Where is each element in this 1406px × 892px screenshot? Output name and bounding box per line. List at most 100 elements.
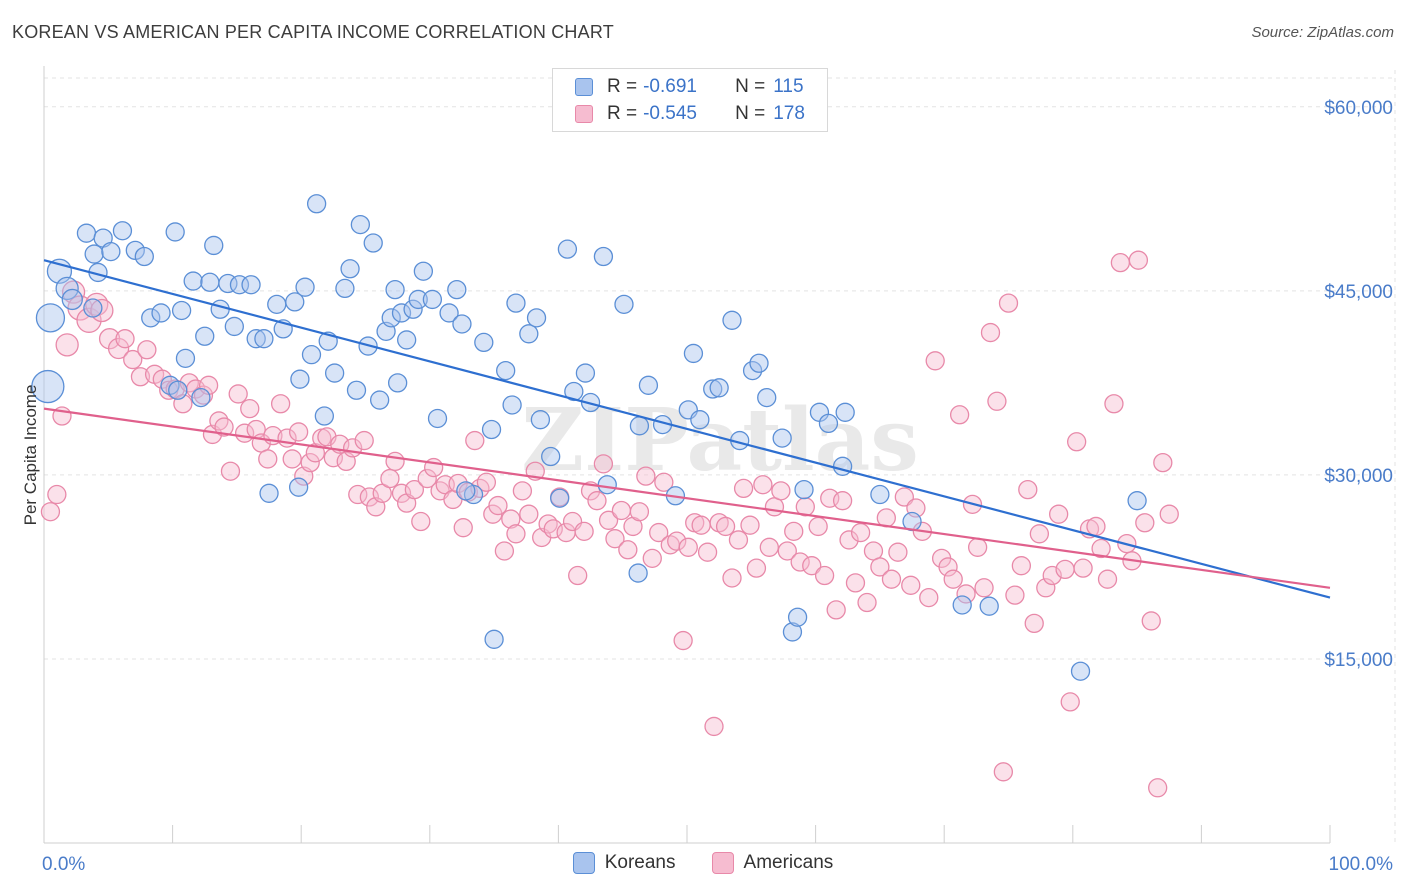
american-point bbox=[494, 541, 515, 561]
korean-point bbox=[835, 402, 855, 422]
korean-point bbox=[794, 479, 814, 500]
american-point bbox=[348, 484, 368, 505]
korean-point bbox=[84, 244, 104, 264]
american-point bbox=[123, 349, 143, 370]
americans-points bbox=[40, 250, 1179, 798]
korean-point bbox=[346, 380, 367, 400]
y-tick-label: $30,000 bbox=[1324, 466, 1393, 487]
korean-point bbox=[285, 292, 305, 312]
american-point bbox=[802, 556, 822, 576]
korean-point bbox=[629, 416, 650, 436]
american-point bbox=[465, 430, 485, 451]
american-point bbox=[193, 385, 214, 405]
legend-row-americans: R = -0.545 N = 178 bbox=[575, 101, 805, 127]
american-point bbox=[453, 518, 473, 538]
korean-point bbox=[709, 378, 729, 398]
american-point bbox=[857, 592, 877, 613]
american-point bbox=[476, 472, 497, 492]
american-point bbox=[881, 569, 902, 589]
korean-point bbox=[742, 360, 763, 381]
legend-r-label: R = bbox=[607, 76, 638, 97]
american-point bbox=[519, 504, 539, 524]
american-point bbox=[417, 468, 437, 489]
korean-point bbox=[350, 214, 371, 235]
korean-point bbox=[204, 235, 224, 256]
american-point bbox=[654, 472, 674, 492]
korean-point bbox=[195, 326, 215, 346]
american-point bbox=[1005, 585, 1025, 605]
korean-point bbox=[832, 456, 853, 476]
american-point bbox=[943, 569, 963, 589]
american-point bbox=[282, 449, 302, 469]
american-point bbox=[740, 515, 760, 535]
american-point bbox=[258, 449, 278, 469]
american-point bbox=[784, 521, 804, 541]
american-point bbox=[1148, 778, 1168, 798]
american-point bbox=[512, 481, 533, 501]
american-point bbox=[1135, 513, 1155, 533]
korean-point bbox=[422, 289, 443, 310]
american-point bbox=[501, 509, 521, 529]
korean-point bbox=[703, 379, 723, 399]
korean-point bbox=[200, 272, 220, 292]
american-point bbox=[888, 542, 908, 562]
americans-legend-label: Americans bbox=[743, 852, 834, 873]
korean-point bbox=[628, 563, 648, 583]
american-point bbox=[1060, 692, 1080, 712]
american-point bbox=[1029, 524, 1050, 544]
korean-point bbox=[141, 308, 161, 328]
american-point bbox=[949, 405, 970, 425]
korean-point bbox=[456, 481, 476, 501]
american-point bbox=[1141, 611, 1161, 631]
korean-point bbox=[55, 276, 79, 301]
american-point bbox=[568, 565, 588, 586]
american-point bbox=[733, 478, 754, 499]
legend-item-koreans[interactable]: Koreans bbox=[572, 852, 676, 874]
american-point bbox=[587, 491, 607, 511]
american-point bbox=[974, 578, 994, 598]
korean-point bbox=[210, 299, 230, 319]
american-point bbox=[115, 329, 135, 349]
korean-point bbox=[526, 308, 547, 328]
korean-point bbox=[496, 360, 516, 381]
american-point bbox=[1159, 504, 1179, 524]
legend-item-americans[interactable]: Americans bbox=[711, 852, 834, 874]
korean-point bbox=[31, 369, 65, 404]
american-point bbox=[649, 522, 669, 543]
americans-trend-line bbox=[43, 407, 1331, 589]
american-point bbox=[611, 500, 632, 521]
american-point bbox=[901, 575, 921, 595]
korean-point bbox=[413, 261, 434, 281]
american-point bbox=[746, 558, 767, 578]
korean-point bbox=[787, 607, 808, 627]
american-point bbox=[980, 322, 1001, 343]
american-point bbox=[605, 529, 625, 549]
american-point bbox=[629, 502, 650, 522]
x-tick-label-min: 0.0% bbox=[42, 854, 85, 875]
american-point bbox=[137, 340, 157, 360]
american-point bbox=[618, 540, 638, 560]
american-point bbox=[728, 530, 749, 550]
korean-point bbox=[168, 380, 188, 400]
korean-point bbox=[638, 375, 659, 395]
american-point bbox=[1128, 250, 1149, 270]
korean-point bbox=[165, 222, 185, 242]
chart-title: KOREAN VS AMERICAN PER CAPITA INCOME COR… bbox=[12, 22, 614, 42]
korean-point bbox=[1127, 491, 1147, 511]
legend-row-koreans: R = -0.691 N = 115 bbox=[575, 74, 804, 100]
y-tick-label: $60,000 bbox=[1324, 98, 1393, 119]
american-point bbox=[1049, 504, 1069, 524]
korean-point bbox=[557, 239, 578, 259]
american-point bbox=[850, 522, 871, 543]
american-point bbox=[1091, 538, 1111, 559]
korean-point bbox=[474, 332, 494, 353]
american-point bbox=[956, 584, 976, 604]
legend-n-value: 115 bbox=[773, 76, 804, 97]
korean-point bbox=[541, 446, 561, 467]
korean-point bbox=[403, 299, 423, 319]
korean-point bbox=[772, 428, 792, 448]
korean-point bbox=[530, 410, 551, 430]
american-point bbox=[845, 573, 866, 593]
american-point bbox=[1153, 452, 1173, 473]
